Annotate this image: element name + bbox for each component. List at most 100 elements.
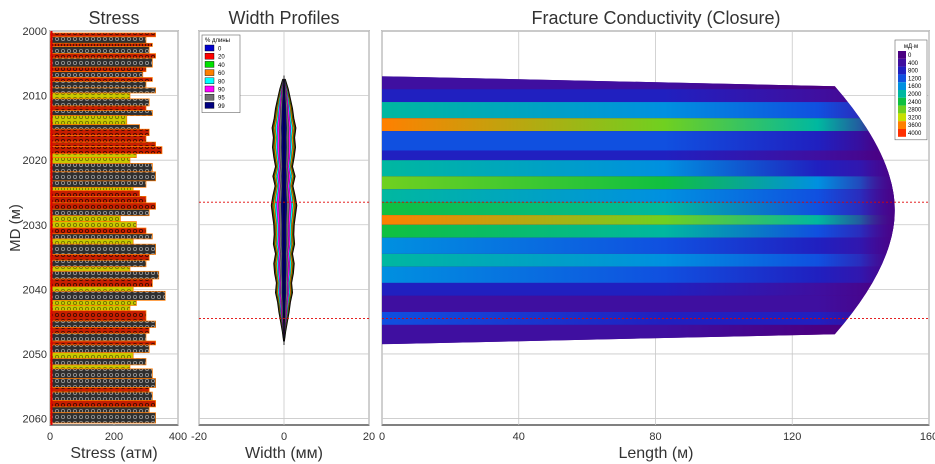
conductivity-legend-swatch xyxy=(898,74,906,83)
conductivity-legend-label: 4000 xyxy=(908,131,922,137)
stress-bar xyxy=(50,105,147,111)
stress-bar xyxy=(50,352,134,359)
depth-tick-label: 2040 xyxy=(23,284,47,296)
stress-bar xyxy=(50,66,147,73)
conductivity-layer xyxy=(382,282,895,296)
stress-bar xyxy=(50,254,150,261)
stress-bar xyxy=(50,153,137,158)
conductivity-legend-swatch xyxy=(898,121,906,129)
width-axis-label: Width (мм) xyxy=(245,445,323,462)
stress-bar xyxy=(50,42,153,47)
conductivity-legend-swatch xyxy=(898,105,906,114)
width-title: Width Profiles xyxy=(228,8,339,28)
width-legend-swatch xyxy=(204,77,215,85)
stress-axis-label: Stress (атм) xyxy=(70,445,157,462)
stress-bar xyxy=(50,36,147,44)
conductivity-legend-label: 800 xyxy=(908,69,919,75)
conductivity-cells xyxy=(382,76,895,345)
length-axis-label: Length (м) xyxy=(618,445,693,462)
stress-bar xyxy=(50,391,153,401)
stress-bar xyxy=(50,368,153,379)
conductivity-layer xyxy=(382,215,895,225)
x-tick-label: -20 xyxy=(191,431,207,443)
x-tick-label: 0 xyxy=(379,431,385,443)
stress-bar xyxy=(50,266,131,272)
width-profiles xyxy=(270,75,298,346)
stress-bar xyxy=(50,208,150,217)
stress-bar xyxy=(50,190,140,197)
depth-tick-label: 2030 xyxy=(23,220,47,232)
conductivity-layer xyxy=(382,131,895,151)
conductivity-legend-swatch xyxy=(898,113,906,122)
conductivity-legend-label: 2400 xyxy=(908,100,922,106)
stress-bar xyxy=(50,81,147,89)
width-legend-label: 80 xyxy=(218,79,225,85)
width-legend-label: 90 xyxy=(218,88,225,94)
stress-bar xyxy=(50,196,147,204)
x-tick-label: 0 xyxy=(281,431,287,443)
width-legend-label: 0 xyxy=(218,47,222,53)
width-legend-swatch xyxy=(204,85,215,93)
stress-bar xyxy=(50,227,147,235)
conductivity-layer xyxy=(382,176,895,190)
width-tick-labels: -20 0 20 xyxy=(191,431,375,443)
stress-bar xyxy=(50,364,131,370)
depth-tick-label: 2020 xyxy=(23,155,47,167)
conductivity-legend-label: 1200 xyxy=(908,76,922,82)
width-legend-swatch xyxy=(204,53,215,60)
stress-bar xyxy=(50,71,144,78)
stress-bar xyxy=(50,378,156,388)
stress-bar xyxy=(50,406,150,414)
conductivity-panel: Fracture Conductivity (Closure) 0 40 80 120… xyxy=(379,8,935,462)
x-tick-label: 40 xyxy=(513,431,525,443)
conductivity-layer xyxy=(382,253,895,267)
stress-bar xyxy=(50,124,140,130)
conductivity-layer xyxy=(382,118,895,132)
stress-bar xyxy=(50,400,156,408)
stress-bar xyxy=(50,358,147,366)
width-legend-label: 40 xyxy=(218,63,225,69)
depth-tick-label: 2050 xyxy=(23,349,47,361)
width-legend-swatch xyxy=(204,44,215,52)
conductivity-legend-swatch xyxy=(898,90,906,98)
conductivity-legend-swatch xyxy=(898,51,906,59)
depth-tick-label: 2060 xyxy=(23,414,47,426)
conductivity-legend-swatch xyxy=(898,66,906,75)
x-tick-label: 0 xyxy=(47,431,53,443)
stress-bar xyxy=(50,320,156,328)
stress-bar xyxy=(50,57,153,68)
stress-bar xyxy=(50,332,147,342)
conductivity-legend-swatch xyxy=(898,97,906,106)
conductivity-legend-label: 3200 xyxy=(908,115,922,121)
conductivity-legend-label: 2000 xyxy=(908,92,922,98)
width-legend-label: 95 xyxy=(218,96,225,102)
stress-bar xyxy=(50,110,153,116)
stress-bar xyxy=(50,98,150,107)
stress-bars xyxy=(50,32,166,424)
conductivity-layer xyxy=(382,89,895,103)
width-legend-label: 20 xyxy=(218,55,225,61)
stress-bar xyxy=(50,327,150,334)
stress-bar xyxy=(50,171,156,182)
conductivity-layer xyxy=(382,202,895,216)
stress-bar xyxy=(50,157,131,164)
stress-bar xyxy=(50,87,156,94)
stress-bar xyxy=(50,286,134,292)
stress-title: Stress xyxy=(88,8,139,28)
conductivity-layer xyxy=(382,189,895,203)
stress-bar xyxy=(50,238,134,245)
x-tick-label: 400 xyxy=(169,431,187,443)
stress-bar xyxy=(50,146,163,155)
conductivity-layer xyxy=(382,224,895,238)
stress-bar xyxy=(50,259,147,268)
stress-bar xyxy=(50,92,131,100)
width-legend-swatch xyxy=(204,69,215,76)
x-tick-label: 20 xyxy=(363,431,375,443)
stress-bar xyxy=(50,128,150,136)
stress-bar xyxy=(50,305,131,312)
stress-bar xyxy=(50,135,147,143)
conductivity-layer xyxy=(382,160,895,177)
stress-bar xyxy=(50,270,160,280)
